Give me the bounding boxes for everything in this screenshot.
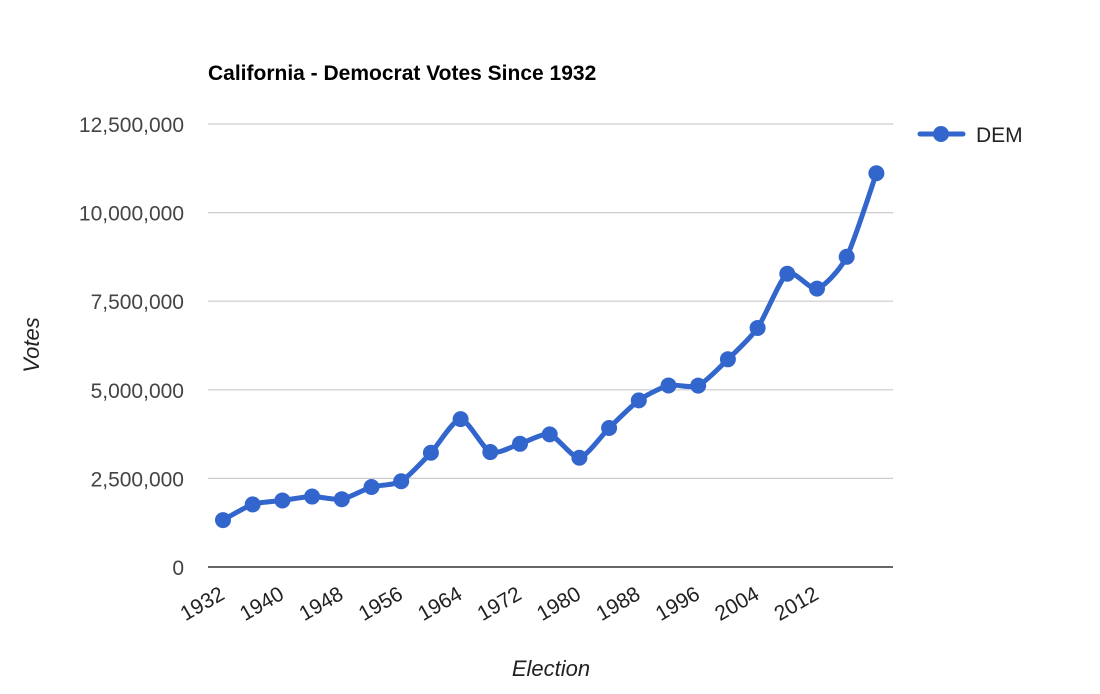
y-axis-ticks: 0 2,500,000 5,000,000 7,500,000 10,000,000 12… — [79, 114, 184, 580]
data-point[interactable] — [363, 479, 380, 496]
legend[interactable]: DEM — [917, 124, 1023, 147]
x-axis-label: Election — [512, 656, 590, 681]
data-point[interactable] — [512, 435, 528, 452]
data-point[interactable] — [333, 491, 350, 508]
y-tick-label: 0 — [172, 557, 184, 580]
x-tick-label: 2012 — [771, 582, 823, 625]
data-point[interactable] — [215, 512, 231, 529]
x-tick-label: 1948 — [295, 582, 347, 625]
x-tick-label: 1956 — [355, 582, 407, 625]
x-tick-label: 1964 — [414, 582, 466, 625]
x-tick-label: 1988 — [592, 582, 644, 625]
data-point[interactable] — [541, 426, 558, 443]
data-point[interactable] — [422, 444, 439, 461]
x-tick-label: 2004 — [711, 582, 763, 625]
y-tick-label: 5,000,000 — [91, 380, 184, 403]
y-tick-label: 10,000,000 — [79, 203, 184, 226]
x-tick-label: 1932 — [177, 582, 229, 625]
x-axis-ticks: 1932 1940 1948 1956 1964 1972 1980 1988 1996 2004… — [177, 582, 823, 625]
x-tick-label: 1972 — [474, 582, 526, 625]
data-point[interactable] — [719, 351, 736, 368]
data-point[interactable] — [690, 377, 707, 394]
series-dem — [215, 165, 885, 529]
data-point[interactable] — [749, 319, 766, 336]
chart-title: California - Democrat Votes Since 1932 — [208, 62, 596, 85]
legend-marker — [933, 126, 949, 142]
data-point[interactable] — [660, 377, 677, 394]
y-tick-label: 7,500,000 — [91, 291, 184, 314]
data-point[interactable] — [393, 473, 410, 490]
x-tick-label: 1980 — [533, 582, 585, 625]
x-tick-label: 1940 — [236, 582, 288, 625]
data-point[interactable] — [809, 280, 825, 297]
series-line — [220, 170, 879, 523]
data-point[interactable] — [452, 411, 469, 428]
data-point[interactable] — [274, 492, 291, 509]
data-point[interactable] — [482, 444, 499, 461]
y-tick-label: 2,500,000 — [91, 468, 184, 491]
data-point[interactable] — [630, 392, 647, 409]
data-point[interactable] — [838, 248, 855, 265]
y-axis-label: Votes — [19, 317, 44, 372]
y-tick-label: 12,500,000 — [79, 114, 184, 137]
gridlines — [208, 123, 893, 568]
data-point[interactable] — [868, 165, 885, 182]
data-point[interactable] — [601, 420, 618, 437]
legend-label-dem: DEM — [976, 124, 1023, 147]
data-point[interactable] — [571, 449, 588, 466]
data-point[interactable] — [244, 496, 261, 513]
data-point[interactable] — [779, 265, 796, 282]
x-tick-label: 1996 — [652, 582, 704, 625]
data-point[interactable] — [304, 488, 321, 505]
